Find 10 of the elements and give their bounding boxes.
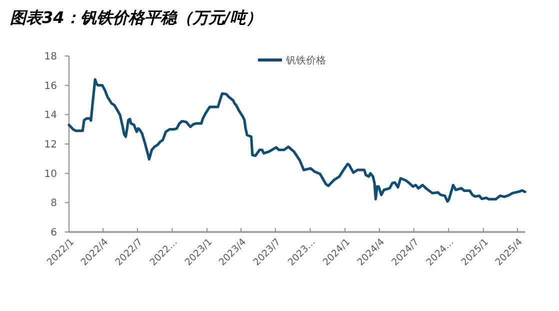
y-tick-label: 8 bbox=[50, 198, 57, 210]
y-tick-label: 12 bbox=[44, 140, 57, 150]
y-tick-label: 10 bbox=[44, 168, 57, 180]
y-tick-label: 18 bbox=[44, 52, 57, 62]
chart-title: 图表34：钒铁价格平稳（万元/吨） bbox=[10, 8, 262, 27]
line-series bbox=[68, 78, 526, 203]
y-tick-label: 6 bbox=[50, 228, 57, 238]
legend-label: 钒铁价格 bbox=[285, 54, 326, 66]
y-tick-label: 14 bbox=[44, 110, 57, 122]
y-tick-label: 16 bbox=[44, 80, 57, 92]
